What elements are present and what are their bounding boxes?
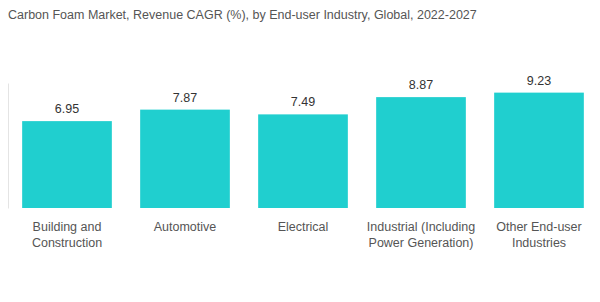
bars: [22, 93, 584, 208]
x-tick-label: Electrical: [278, 220, 329, 234]
x-tick: Electrical: [278, 208, 329, 234]
bar: [376, 97, 466, 208]
plot: 6.95 7.87 7.49 8.87 9.23 Building andConstruc…: [9, 74, 599, 251]
x-tick: Building andConstruction: [32, 208, 102, 250]
data-label: 9.23: [527, 74, 551, 88]
bar: [22, 121, 112, 208]
y-axis: [8, 84, 9, 209]
data-label: 8.87: [409, 78, 433, 92]
data-label: 6.95: [55, 102, 79, 116]
x-tick-label: Building andConstruction: [32, 220, 102, 250]
y-axis-line: [8, 84, 9, 209]
bar: [494, 93, 584, 208]
x-tick-label: Industrial (IncludingPower Generation): [367, 220, 475, 250]
x-axis: Building andConstruction Automotive Electr…: [9, 208, 599, 250]
bar: [258, 114, 348, 208]
x-axis-line: [9, 208, 599, 209]
x-tick: Industrial (IncludingPower Generation): [367, 208, 475, 250]
bar: [140, 110, 230, 208]
data-labels: 6.95 7.87 7.49 8.87 9.23: [55, 74, 551, 117]
x-tick-label: Automotive: [154, 220, 217, 234]
x-tick: Automotive: [154, 208, 217, 234]
x-tick: Other End-userIndustries: [496, 208, 581, 250]
chart: Carbon Foam Market, Revenue CAGR (%), by…: [0, 0, 600, 302]
data-label: 7.87: [173, 91, 197, 105]
x-tick-label: Other End-userIndustries: [496, 220, 581, 250]
title: Carbon Foam Market, Revenue CAGR (%), by…: [8, 8, 477, 22]
data-label: 7.49: [291, 95, 315, 109]
